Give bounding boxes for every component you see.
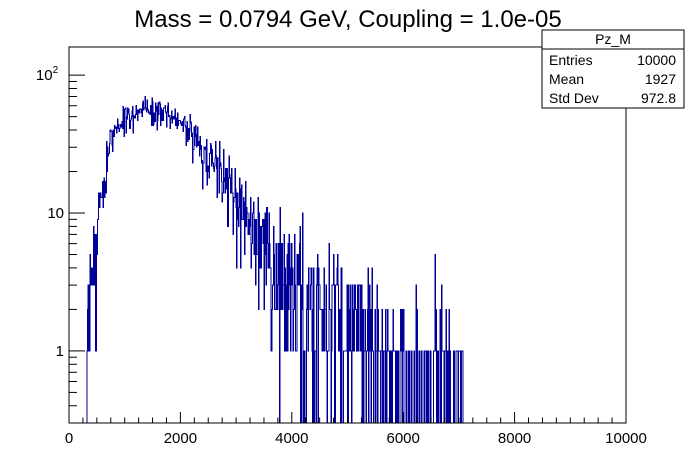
y-axis: 1 10 102: [36, 65, 85, 424]
chart-title: Mass = 0.0794 GeV, Coupling = 1.0e-05: [134, 6, 561, 33]
y-tick-label: 10: [47, 205, 64, 222]
stats-mean-label: Mean: [549, 71, 584, 87]
stats-box-frame: [541, 29, 685, 109]
histogram-series: [69, 96, 626, 424]
x-tick-label: 4000: [275, 430, 308, 447]
y-tick-label: 1: [56, 343, 64, 360]
stats-entries-value: 10000: [637, 52, 676, 68]
x-tick-label: 8000: [498, 430, 531, 447]
x-tick-label: 0: [65, 430, 73, 447]
x-axis: 0 2000 4000 6000 8000 10000: [65, 412, 647, 447]
y-tick-label: 102: [36, 65, 59, 84]
stats-box-name: Pz_M: [595, 31, 631, 47]
x-tick-label: 2000: [164, 430, 197, 447]
stats-box: Pz_M Entries 10000 Mean 1927 Std Dev 972…: [541, 29, 685, 109]
stats-stddev-label: Std Dev: [549, 90, 599, 106]
stats-mean-value: 1927: [645, 71, 676, 87]
plot-area: [69, 96, 626, 424]
x-tick-label: 6000: [387, 430, 420, 447]
x-tick-label: 10000: [605, 430, 647, 447]
stats-stddev-value: 972.8: [641, 90, 676, 106]
stats-entries-label: Entries: [549, 52, 593, 68]
